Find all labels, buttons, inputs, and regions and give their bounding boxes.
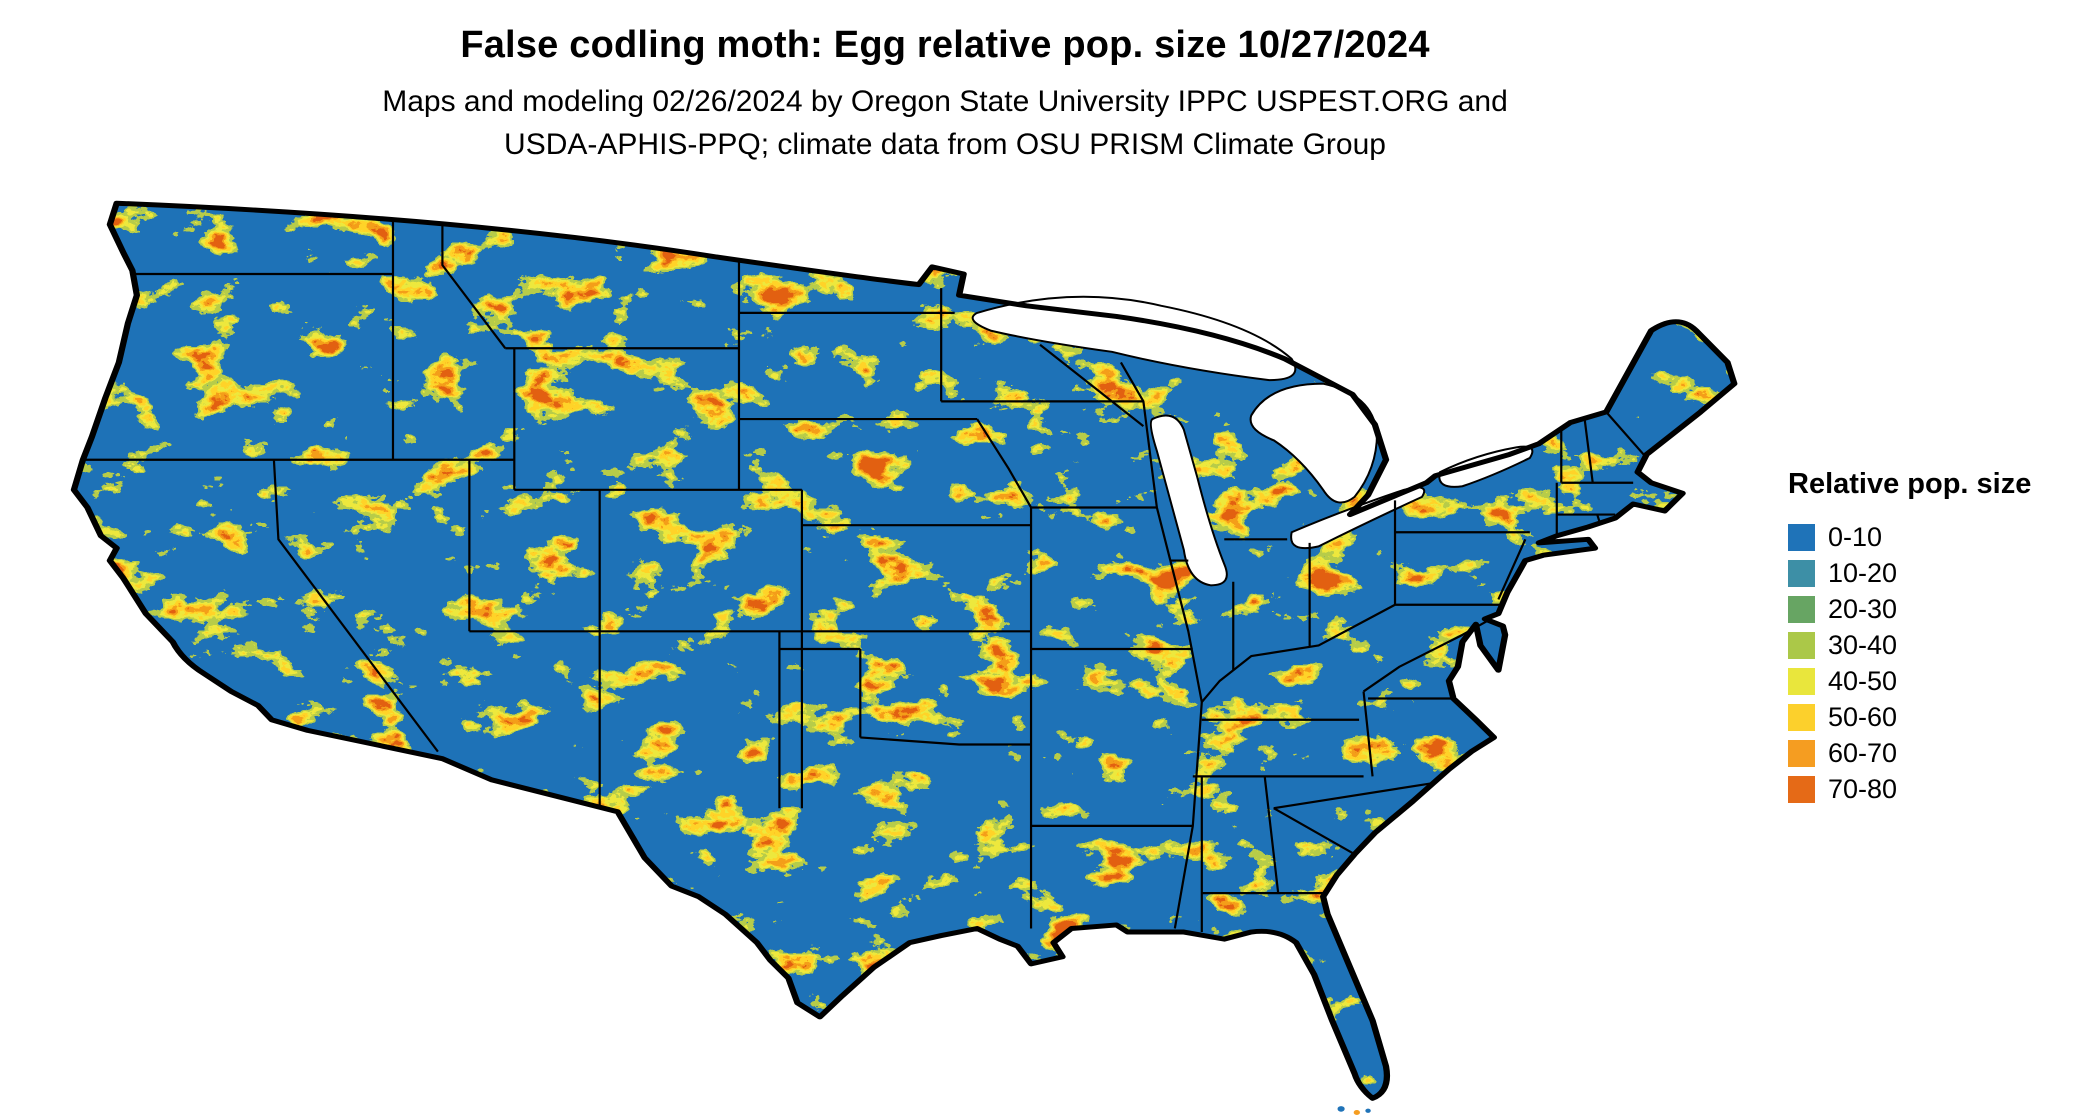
legend-title: Relative pop. size (1788, 468, 2032, 500)
legend-label-1: 10-20 (1828, 557, 1898, 588)
lake-superior (973, 297, 1296, 380)
legend-row-5: 50-60 (1788, 699, 2088, 735)
great-lakes (973, 297, 1533, 586)
legend-row-2: 20-30 (1788, 591, 2088, 627)
legend-swatch-0 (1788, 523, 1815, 551)
map-subtitle: Maps and modeling 02/26/2024 by Oregon S… (0, 81, 1890, 166)
legend-swatch-2 (1788, 595, 1815, 623)
map-mottle-pattern (73, 203, 1735, 1099)
legend-swatch-4 (1788, 667, 1815, 695)
map-subtitle-line1: Maps and modeling 02/26/2024 by Oregon S… (382, 85, 1508, 118)
legend-row-1: 10-20 (1788, 555, 2088, 591)
legend-label-0: 0-10 (1828, 521, 1883, 552)
legend-swatch-3 (1788, 631, 1815, 659)
florida-keys (1337, 1106, 1371, 1115)
legend-row-7: 70-80 (1788, 771, 2088, 807)
legend-swatch-5 (1788, 703, 1815, 731)
state-border-lines (60, 207, 1646, 932)
legend-row-0: 0-10 (1788, 519, 2088, 555)
us-population-map (38, 182, 1750, 1115)
lake-huron (1251, 384, 1377, 503)
state-borders (60, 207, 1646, 932)
legend-swatch-1 (1788, 559, 1815, 587)
legend-label-3: 30-40 (1828, 629, 1898, 660)
map-legend: Relative pop. size 0-10 10-20 20-30 30-4… (1788, 468, 2088, 807)
legend-swatch-7 (1788, 775, 1815, 803)
legend-label-6: 60-70 (1828, 737, 1898, 768)
map-title: False codling moth: Egg relative pop. si… (460, 24, 1430, 66)
legend-row-3: 30-40 (1788, 627, 2088, 663)
us-map-container (38, 182, 1750, 1116)
legend-swatch-6 (1788, 739, 1815, 767)
legend-label-7: 70-80 (1828, 773, 1898, 804)
figure-header: False codling moth: Egg relative pop. si… (0, 24, 1890, 166)
lake-michigan (1151, 416, 1227, 586)
legend-label-4: 40-50 (1828, 665, 1898, 696)
map-subtitle-line2: USDA-APHIS-PPQ; climate data from OSU PR… (504, 127, 1386, 161)
legend-label-5: 50-60 (1828, 701, 1898, 732)
legend-row-6: 60-70 (1788, 735, 2088, 771)
legend-label-2: 20-30 (1828, 593, 1898, 624)
legend-row-4: 40-50 (1788, 663, 2088, 699)
